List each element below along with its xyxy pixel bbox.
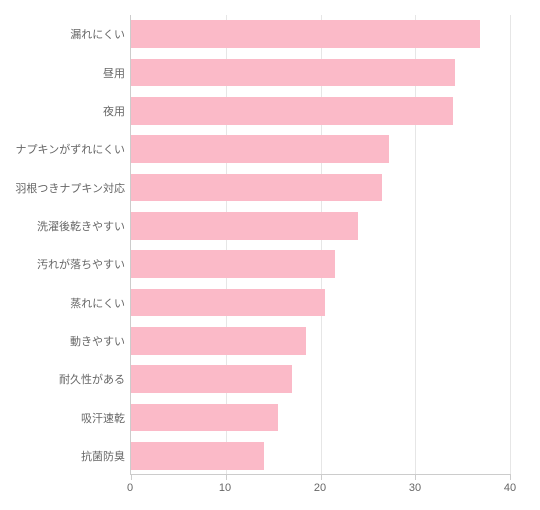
bar	[131, 212, 358, 240]
bar	[131, 135, 389, 163]
bar-row	[131, 168, 510, 206]
y-axis-label: 夜用	[103, 103, 125, 119]
bar-row	[131, 437, 510, 475]
x-tick	[131, 474, 132, 480]
bar-row	[131, 322, 510, 360]
y-axis-label: 吸汗速乾	[81, 410, 125, 426]
bars-group	[131, 15, 510, 474]
y-axis-label: 抗菌防臭	[81, 448, 125, 464]
y-axis-label: 蒸れにくい	[70, 295, 125, 311]
bar-row	[131, 398, 510, 436]
bar	[131, 289, 325, 317]
bar	[131, 59, 455, 87]
y-axis-label: 洗濯後乾きやすい	[37, 218, 125, 234]
y-axis-label: 羽根つきナプキン対応	[15, 180, 125, 196]
x-axis-label: 20	[314, 482, 326, 494]
x-tick	[321, 474, 322, 480]
bar	[131, 327, 306, 355]
bar	[131, 20, 480, 48]
x-axis-label: 30	[409, 482, 421, 494]
y-axis-label: 耐久性がある	[59, 371, 125, 387]
x-tick	[226, 474, 227, 480]
gridline	[510, 15, 511, 474]
chart-container: 漏れにくい昼用夜用ナプキンがずれにくい羽根つきナプキン対応洗濯後乾きやすい汚れが…	[0, 0, 540, 510]
y-axis-label: 漏れにくい	[70, 26, 125, 42]
bar-row	[131, 283, 510, 321]
bar	[131, 365, 292, 393]
y-axis-label: 汚れが落ちやすい	[37, 256, 125, 272]
bar-row	[131, 360, 510, 398]
bar-row	[131, 15, 510, 53]
x-axis-label: 40	[504, 482, 516, 494]
bar-row	[131, 130, 510, 168]
bar-row	[131, 53, 510, 91]
bar	[131, 404, 278, 432]
bar	[131, 250, 335, 278]
y-axis-label: 昼用	[103, 65, 125, 81]
x-axis-label: 0	[127, 482, 133, 494]
bar-row	[131, 92, 510, 130]
y-axis-label: 動きやすい	[70, 333, 125, 349]
bar-row	[131, 207, 510, 245]
bar	[131, 97, 453, 125]
y-axis-label: ナプキンがずれにくい	[16, 141, 125, 157]
x-tick	[415, 474, 416, 480]
plot-area	[130, 15, 510, 475]
bar	[131, 174, 382, 202]
x-axis-label: 10	[219, 482, 231, 494]
x-tick	[510, 474, 511, 480]
bar-row	[131, 245, 510, 283]
bar	[131, 442, 264, 470]
